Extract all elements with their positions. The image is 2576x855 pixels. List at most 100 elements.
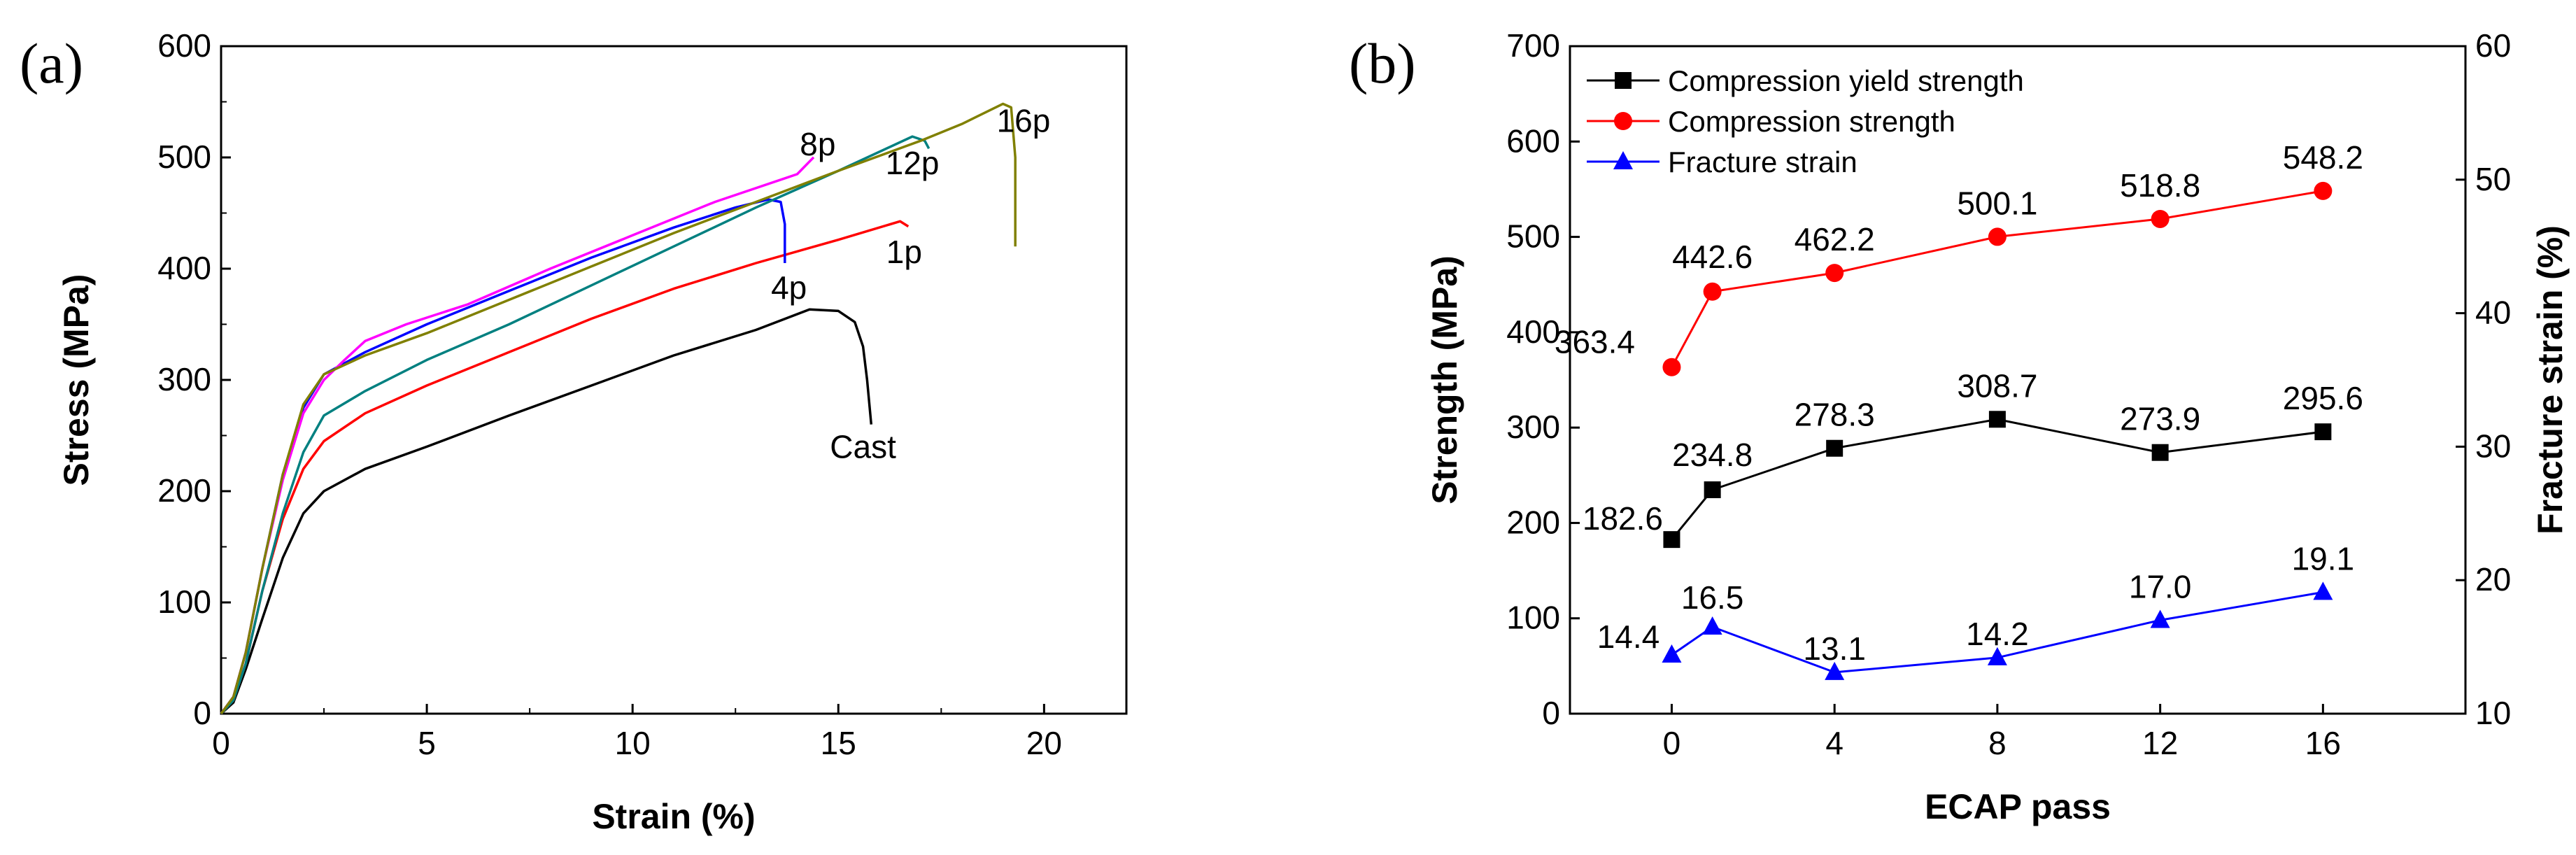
y-tick-label: 0 [1542,695,1560,731]
legend-marker [1615,72,1632,89]
panel-b-label: (b) [1349,31,1416,95]
data-point [1825,661,1845,680]
data-point [2314,181,2333,200]
data-label: 13.1 [1803,630,1866,667]
data-label: 548.2 [2283,139,2363,176]
data-point [1825,264,1844,283]
data-label: 234.8 [1672,437,1753,473]
curve-label-16p: 16p [997,103,1051,139]
x-tick-label: 0 [1663,725,1681,761]
panel-a-curve-labels: Cast 1p 4p 8p 12p 16p [771,103,1050,465]
panel-b-x-axis-label: ECAP pass [1925,787,2111,826]
x-tick-label: 10 [615,725,651,761]
data-point [1987,646,2007,665]
panel-a-x-axis-label: Strain (%) [592,797,755,836]
data-label: 442.6 [1672,239,1753,275]
data-point [2150,609,2170,628]
curve-label-1p: 1p [886,234,922,270]
curve-Cast [220,308,873,715]
y2-tick-label: 60 [2475,27,2511,64]
y2-tick-label: 40 [2475,295,2511,331]
panel-b-legend: Compression yield strength Compression st… [1587,64,2024,178]
legend-label: Compression yield strength [1668,64,2024,97]
data-point [2151,209,2170,228]
curve-4p [220,198,786,715]
panel-b-x-axis: 0 4 8 12 16 [1663,704,2341,761]
x-tick-label: 16 [2305,725,2341,761]
y-tick-label: 200 [157,472,211,509]
panel-b-y2-axis-label: Fracture strain (%) [2531,225,2570,535]
x-tick-label: 12 [2142,725,2178,761]
data-point [1662,358,1681,376]
legend-label: Fracture strain [1668,146,1857,178]
data-point [1704,481,1721,499]
data-point [1988,227,2007,246]
panel-b-right-y-axis: 10 20 30 40 50 60 [2456,27,2511,731]
curve-12p [220,135,930,715]
curve-label-8p: 8p [800,126,835,162]
y-tick-label: 100 [157,584,211,620]
y2-tick-label: 20 [2475,561,2511,598]
x-tick-label: 4 [1825,725,1843,761]
curve-label-4p: 4p [771,269,807,306]
panel-a-y-axis: 0 100 200 300 400 500 600 [157,27,231,731]
data-label: 295.6 [2283,380,2363,416]
panel-b-frame [1569,45,2467,715]
y2-tick-label: 10 [2475,695,2511,731]
legend-label: Compression strength [1668,105,1955,138]
y-tick-label: 400 [1506,313,1560,350]
panel-a-stress-strain: (a) 0 100 200 300 400 500 600 0 5 10 15 20 Cast 1p 4… [20,27,1128,836]
data-label: 273.9 [2120,401,2200,437]
data-point [2314,423,2332,441]
data-point [1662,644,1682,663]
legend-marker [1614,112,1632,130]
data-label: 500.1 [1957,185,2037,221]
y2-tick-label: 50 [2475,161,2511,197]
panel-b-series [1662,181,2333,680]
data-label: 308.7 [1957,367,2037,404]
data-point [1988,411,2006,428]
y-tick-label: 600 [157,27,211,64]
panel-a-frame [220,45,1128,715]
x-tick-label: 5 [418,725,436,761]
data-point [1663,531,1680,549]
series-line [1671,190,2323,368]
x-tick-label: 8 [1988,725,2007,761]
data-label: 17.0 [2129,568,2192,605]
legend-marker [1613,151,1633,169]
curve-8p [220,156,815,715]
data-label: 19.1 [2292,540,2355,577]
x-tick-label: 15 [821,725,856,761]
data-label: 14.4 [1597,619,1660,655]
x-tick-label: 20 [1026,725,1062,761]
data-point [2313,581,2333,600]
curve-label-12p: 12p [886,145,940,181]
y2-tick-label: 30 [2475,428,2511,464]
y-tick-label: 300 [157,361,211,397]
data-label: 16.5 [1681,579,1744,616]
data-label: 14.2 [1966,616,2029,652]
series-line [1671,418,2323,541]
data-label: 462.2 [1795,221,1875,257]
y-tick-label: 500 [157,139,211,175]
y-tick-label: 400 [157,250,211,286]
y-tick-label: 600 [1506,122,1560,159]
y-tick-label: 500 [1506,218,1560,255]
panel-a-curves [220,102,1017,715]
data-point [1702,616,1722,635]
panel-b-left-y-axis: 0 100 200 300 400 500 600 700 [1506,27,1580,731]
panel-b-y-axis-label: Strength (MPa) [1425,255,1464,504]
data-label: 363.4 [1555,324,1635,360]
y-tick-label: 700 [1506,27,1560,64]
data-label: 182.6 [1583,500,1663,537]
data-point [1826,439,1843,457]
y-tick-label: 100 [1506,600,1560,636]
y-tick-label: 200 [1506,504,1560,540]
data-label: 278.3 [1795,397,1875,433]
panel-a-label: (a) [20,31,83,95]
y-tick-label: 300 [1506,409,1560,445]
x-tick-label: 0 [212,725,230,761]
data-point [2151,444,2169,461]
